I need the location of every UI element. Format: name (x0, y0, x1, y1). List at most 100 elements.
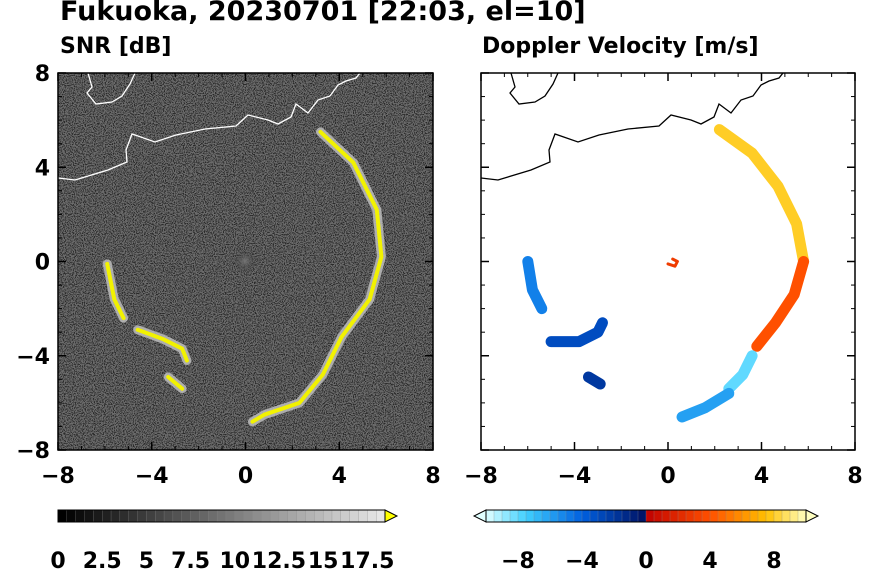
snr-colorbar-cell (110, 509, 121, 523)
snr-colorbar-extend-arrow (384, 509, 399, 523)
snr-ytick-label: 0 (35, 251, 50, 276)
doppler-echo-arc (666, 257, 679, 268)
snr-colorbar-cell (102, 509, 112, 523)
doppler-colorbar-cell (493, 509, 503, 523)
snr-xtick-label: −8 (41, 464, 75, 489)
doppler-colorbar-cell (741, 509, 751, 523)
doppler-colorbar-cell (501, 509, 511, 523)
doppler-colorbar-cell (605, 509, 615, 523)
snr-colorbar-cell (225, 509, 236, 523)
doppler-echo-layer (522, 124, 810, 423)
doppler-colorbar-cell (549, 509, 559, 523)
doppler-colorbar-extend-arrow-right (805, 509, 820, 523)
snr-colorbar-cell (376, 509, 386, 523)
doppler-colorbar-cell (717, 509, 727, 523)
snr-colorbar-cell (163, 509, 174, 523)
snr-colorbar-cell (172, 509, 183, 523)
snr-colorbar-cell (314, 509, 324, 523)
doppler-colorbar-cell (797, 509, 807, 523)
doppler-colorbar-cell (773, 509, 783, 523)
snr-axes: −8 −4 0 4 8 8 4 0 −4 −8 (16, 62, 440, 489)
doppler-colorbar-cell (557, 509, 567, 523)
doppler-colorbar-cell (677, 509, 687, 523)
snr-colorbar-cell (75, 509, 86, 523)
figure-title: Fukuoka, 20230701 [22:03, el=10] (60, 0, 586, 27)
doppler-echo-arc (723, 350, 758, 395)
snr-colorbar-cell (181, 509, 192, 523)
snr-colorbar-cell (146, 509, 156, 523)
snr-colorbar-tick-label: 10 (219, 549, 250, 570)
doppler-colorbar-cell (693, 509, 703, 523)
snr-colorbar-cell (358, 509, 368, 523)
snr-colorbar-cell (155, 509, 165, 523)
snr-colorbar-cell (322, 509, 333, 523)
doppler-colorbar-cell (581, 509, 591, 523)
snr-colorbar-cell (349, 509, 360, 523)
doppler-colorbar-cell (749, 509, 759, 523)
doppler-colorbar-frame (485, 509, 807, 523)
doppler-colorbar-cell (589, 509, 599, 523)
doppler-colorbar-cell (789, 509, 799, 523)
snr-colorbar-cell (331, 509, 342, 523)
snr-colorbar-cell (269, 509, 280, 523)
doppler-colorbar-cell (781, 509, 791, 523)
snr-colorbar-frame (57, 509, 386, 523)
snr-colorbar-cell (340, 509, 351, 523)
doppler-colorbar-cell (597, 509, 607, 523)
snr-colorbar-cell (243, 509, 254, 523)
doppler-xtick-label: −8 (464, 464, 498, 489)
snr-colorbar-cell (367, 509, 377, 523)
snr-colorbar-cell (66, 509, 77, 523)
doppler-colorbar: −8 −4 0 4 8 (472, 509, 820, 570)
doppler-coastline (481, 73, 784, 181)
snr-island-outline (86, 73, 136, 105)
snr-xtick-label: 0 (238, 464, 253, 489)
snr-colorbar-tick-label: 5 (139, 549, 154, 570)
snr-colorbar-tick-label: 2.5 (83, 549, 122, 570)
doppler-colorbar-cell (517, 509, 527, 523)
snr-colorbar-cell (137, 509, 148, 523)
doppler-colorbar-extend-arrow-left (472, 509, 487, 523)
doppler-colorbar-cell (629, 509, 639, 523)
doppler-colorbar-tick-label: −4 (565, 549, 599, 570)
snr-colorbar-cell (190, 509, 201, 523)
snr-ytick-label: 4 (35, 156, 50, 181)
doppler-colorbar-tick-label: 8 (766, 549, 781, 570)
doppler-colorbar-cell (645, 509, 655, 523)
snr-echo-arc (105, 261, 126, 321)
doppler-colorbar-cell (685, 509, 695, 523)
snr-colorbar-cell (234, 509, 245, 523)
doppler-background (481, 73, 855, 450)
snr-panel: −8 −4 0 4 8 8 4 0 −4 −8 (16, 62, 440, 489)
doppler-colorbar-cell (509, 509, 519, 523)
doppler-colorbar-cell (669, 509, 679, 523)
doppler-echo-arc (583, 371, 606, 390)
snr-colorbar-tick-label: 12.5 (252, 549, 306, 570)
doppler-echo-arc (751, 256, 810, 352)
doppler-colorbar-cell (565, 509, 575, 523)
snr-ytick-label: −8 (16, 439, 50, 464)
snr-colorbar-tick-label: 7.5 (171, 549, 210, 570)
snr-xtick-label: 8 (425, 464, 440, 489)
doppler-colorbar-cell (709, 509, 719, 523)
doppler-echo-arc (522, 256, 548, 315)
snr-colorbar-cell (305, 509, 315, 523)
doppler-colorbar-cell (485, 509, 495, 523)
snr-colorbar-cell (119, 509, 130, 523)
snr-colorbar-cell (128, 509, 139, 523)
doppler-colorbar-cell (653, 509, 663, 523)
doppler-colorbar-cell (525, 509, 535, 523)
snr-panel-title: SNR [dB] (60, 34, 172, 59)
doppler-panel-title: Doppler Velocity [m/s] (482, 34, 759, 59)
doppler-axes: −8 −4 0 4 8 (464, 72, 863, 489)
snr-colorbar-cell (199, 509, 209, 523)
doppler-colorbar-tick-label: 4 (702, 549, 717, 570)
doppler-xtick-label: −4 (558, 464, 592, 489)
snr-echo-arc (166, 375, 185, 391)
snr-colorbar-cell (287, 509, 298, 523)
snr-ytick-label: −4 (16, 345, 50, 370)
doppler-echo-arc (713, 124, 810, 267)
doppler-colorbar-cell (637, 509, 647, 523)
doppler-xtick-label: 8 (847, 464, 862, 489)
doppler-colorbar-cell (701, 509, 711, 523)
